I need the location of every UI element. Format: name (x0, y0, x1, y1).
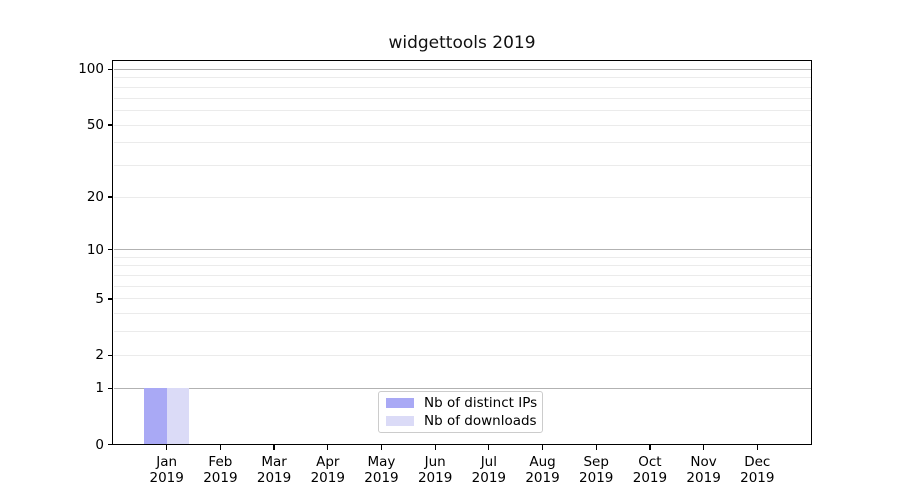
x-tick-label-month: Aug (529, 454, 556, 470)
x-tick-label-month: Nov (690, 454, 717, 470)
x-tick (219, 444, 222, 450)
x-tick-label-month: Feb (208, 454, 233, 470)
y-tick-label: 20 (86, 189, 104, 206)
x-tick-label-month: Apr (316, 454, 340, 470)
x-tick-label: Sep 2019 (564, 454, 628, 486)
y-tick (108, 124, 113, 126)
x-tick-label-month: Mar (261, 454, 287, 470)
x-tick-label: Dec 2019 (725, 454, 789, 486)
y-tick-label: 10 (86, 241, 104, 258)
legend-label-downloads: Nb of downloads (424, 413, 537, 429)
gridline-major (114, 68, 811, 70)
x-tick (166, 444, 168, 450)
x-tick-label: Nov 2019 (672, 454, 736, 486)
x-tick-label: Mar 2019 (242, 454, 306, 486)
y-tick-label: 2 (95, 347, 104, 364)
x-tick-label-year: 2019 (256, 470, 292, 486)
bar-distinct-ips-jan (144, 388, 167, 445)
x-tick (756, 444, 758, 450)
gridline-minor (114, 97, 811, 99)
legend-label-distinct-ips: Nb of distinct IPs (424, 395, 538, 411)
legend: Nb of distinct IPs Nb of downloads (378, 391, 543, 433)
gridline-minor (114, 275, 811, 277)
x-tick-label-month: Oct (638, 454, 662, 470)
x-tick-label: Oct 2019 (618, 454, 682, 486)
y-tick-label: 0 (95, 436, 104, 453)
y-tick (108, 298, 113, 300)
y-tick-label: 1 (95, 380, 104, 397)
gridline-major (114, 249, 811, 251)
gridline-minor (114, 331, 811, 333)
x-tick-label-year: 2019 (417, 470, 453, 486)
x-tick-label-year: 2019 (632, 470, 668, 486)
gridline-minor (114, 196, 811, 198)
x-tick-label: Aug 2019 (511, 454, 575, 486)
gridline-minor (114, 354, 811, 356)
gridline-minor (114, 124, 811, 126)
x-tick-label-month: Jul (480, 454, 497, 470)
gridline-major (114, 387, 811, 389)
bar-downloads-jan (166, 388, 190, 445)
legend-swatch-downloads (386, 416, 414, 426)
x-tick-label-year: 2019 (740, 470, 775, 486)
x-tick-label-year: 2019 (310, 470, 345, 486)
x-tick (541, 444, 544, 450)
y-tick (108, 354, 113, 356)
x-tick-label: May 2019 (349, 454, 413, 486)
x-tick (649, 444, 651, 450)
legend-item-downloads: Nb of downloads (386, 413, 542, 429)
gridline-minor (114, 298, 811, 300)
x-tick-label-year: 2019 (203, 470, 238, 486)
x-tick-label-year: 2019 (525, 470, 560, 486)
y-tick (108, 387, 113, 389)
y-tick (108, 249, 113, 251)
x-tick (702, 444, 705, 450)
gridline-minor (114, 256, 811, 258)
x-tick-label-month: Sep (583, 454, 609, 470)
y-tick-label: 100 (78, 61, 104, 78)
x-tick-label-month: May (367, 454, 396, 470)
y-tick (108, 443, 113, 446)
gridline-minor (114, 86, 811, 88)
x-tick-label-year: 2019 (686, 470, 721, 486)
y-tick (108, 196, 113, 198)
x-tick (273, 444, 275, 450)
y-tick-label: 50 (86, 117, 104, 133)
x-tick-label: Jul 2019 (457, 454, 521, 486)
x-tick-label: Jun 2019 (403, 454, 467, 486)
gridline-minor (114, 164, 811, 166)
x-tick-label-month: Jan (156, 454, 178, 470)
x-tick-label: Jan 2019 (135, 454, 199, 486)
x-tick-label: Apr 2019 (296, 454, 360, 486)
y-tick-label: 5 (95, 290, 104, 307)
gridline-minor (114, 285, 811, 287)
legend-item-distinct-ips: Nb of distinct IPs (386, 395, 542, 411)
gridline-minor (114, 313, 811, 315)
x-tick-label: Feb 2019 (188, 454, 252, 486)
x-tick-label-year: 2019 (149, 470, 184, 486)
gridline-minor (114, 142, 811, 144)
x-tick (488, 444, 490, 450)
x-tick-label-month: Jun (424, 454, 446, 470)
x-tick (595, 444, 597, 450)
x-tick (380, 444, 383, 450)
x-tick-label-month: Dec (744, 454, 771, 470)
x-tick-label-year: 2019 (471, 470, 507, 486)
gridline-minor (114, 77, 811, 79)
x-tick-label-year: 2019 (579, 470, 614, 486)
legend-swatch-distinct-ips (386, 398, 414, 408)
gridline-minor (114, 265, 811, 267)
y-tick (108, 68, 113, 71)
x-tick (327, 444, 329, 450)
chart-title: widgettools 2019 (388, 33, 536, 53)
x-tick (434, 444, 436, 450)
x-tick-label-year: 2019 (364, 470, 399, 486)
gridline-minor (114, 109, 811, 111)
